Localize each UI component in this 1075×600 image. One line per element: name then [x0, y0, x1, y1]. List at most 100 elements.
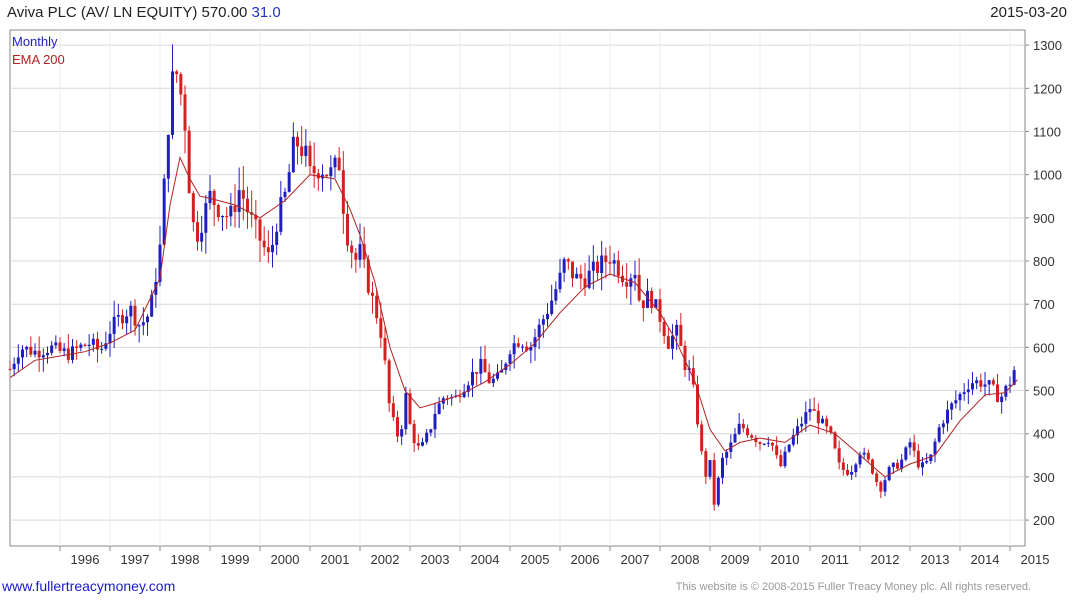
candle-body	[396, 417, 399, 437]
candle-body	[508, 354, 512, 364]
candle-body	[550, 300, 554, 314]
candle-body	[479, 358, 483, 374]
candle-body	[533, 337, 537, 347]
candle-body	[358, 244, 362, 260]
candle-body	[1012, 370, 1016, 385]
y-tick-label: 800	[1033, 254, 1055, 269]
candle-body	[50, 345, 54, 353]
x-tick-label: 2005	[521, 552, 550, 567]
candle-body	[366, 259, 370, 293]
candle-body	[275, 231, 279, 245]
candle-body	[458, 395, 462, 398]
y-tick-label: 1200	[1033, 81, 1062, 96]
candle-body	[291, 136, 295, 173]
candle-body	[829, 426, 833, 433]
x-tick-label: 2013	[921, 552, 950, 567]
candle-body	[200, 232, 204, 242]
candle-body	[246, 198, 249, 213]
candle-body	[575, 273, 579, 279]
candle-body	[183, 94, 187, 131]
candle-body	[679, 324, 683, 346]
legend-monthly: Monthly	[12, 34, 58, 49]
x-tick-label: 2006	[571, 552, 600, 567]
candle-body	[671, 335, 674, 349]
candle-body	[704, 451, 708, 477]
x-tick-label: 2008	[671, 552, 700, 567]
candle-body	[683, 345, 687, 371]
candle-body	[191, 193, 195, 223]
candle-body	[96, 338, 99, 350]
candle-body	[750, 435, 754, 438]
candle-body	[71, 346, 74, 360]
x-tick-label: 2000	[271, 552, 300, 567]
candle-body	[325, 174, 329, 177]
candle-body	[787, 444, 791, 452]
candle-body	[204, 203, 208, 233]
candle-body	[16, 357, 20, 364]
candle-body	[962, 392, 966, 395]
candle-body	[929, 454, 933, 461]
candle-body	[746, 428, 749, 436]
candle-body	[254, 214, 258, 220]
candle-body	[141, 322, 145, 326]
candle-body	[579, 273, 583, 279]
candle-body	[475, 371, 479, 374]
candle-body	[921, 462, 924, 468]
candle-body	[341, 170, 345, 214]
candle-body	[846, 469, 849, 475]
candles	[8, 44, 1016, 511]
candle-body	[296, 136, 299, 147]
candle-body	[612, 260, 616, 264]
candle-body	[283, 191, 287, 198]
y-tick-label: 1000	[1033, 168, 1062, 183]
candle-body	[104, 343, 108, 349]
candle-body	[129, 305, 133, 317]
candle-body	[287, 172, 291, 192]
candle-body	[229, 205, 233, 217]
candle-body	[350, 245, 354, 253]
chart-date: 2015-03-20	[990, 4, 1067, 21]
chart-title: Aviva PLC (AV/ LN EQUITY) 570.00 31.0	[7, 4, 281, 21]
x-tick-label: 2003	[421, 552, 450, 567]
candle-body	[916, 450, 920, 468]
axes: 200 300 400 500 600 700 800 900 1000 1100 1200 1300…	[59, 38, 1062, 567]
candle-body	[175, 71, 179, 75]
title-text: Aviva PLC (AV/ LN EQUITY) 570.00	[7, 4, 248, 21]
candle-body	[487, 372, 491, 384]
candle-body	[621, 275, 624, 283]
candle-body	[383, 337, 387, 361]
candle-body	[762, 443, 766, 445]
candle-body	[196, 222, 199, 242]
candle-body	[312, 166, 316, 174]
candle-body	[983, 384, 987, 387]
candle-body	[825, 418, 829, 427]
ema-200-line	[9, 155, 1018, 478]
candle-body	[975, 380, 979, 384]
candle-body	[662, 321, 666, 337]
x-tick-label: 2004	[471, 552, 500, 567]
candle-body	[221, 216, 224, 218]
candle-body	[41, 355, 45, 358]
candle-body	[171, 71, 174, 135]
candle-body	[333, 157, 337, 168]
candle-body	[879, 481, 883, 492]
y-tick-label: 200	[1033, 513, 1055, 528]
grid	[10, 30, 1025, 546]
y-tick-label: 1100	[1033, 124, 1061, 139]
candle-body	[546, 313, 549, 320]
candle-body	[466, 385, 470, 392]
candle-body	[416, 443, 420, 446]
candle-body	[108, 333, 112, 344]
candle-body	[29, 346, 33, 355]
website-link[interactable]: www.fullertreacymoney.com	[2, 578, 176, 594]
candle-body	[862, 452, 866, 455]
candle-body	[125, 316, 129, 324]
x-tick-label: 2015	[1021, 552, 1050, 567]
candle-body	[666, 336, 670, 349]
candle-body	[225, 216, 229, 218]
candle-body	[150, 294, 154, 317]
candle-body	[558, 272, 562, 290]
candle-body	[571, 261, 574, 279]
candle-body	[591, 261, 595, 271]
candle-body	[33, 350, 37, 355]
